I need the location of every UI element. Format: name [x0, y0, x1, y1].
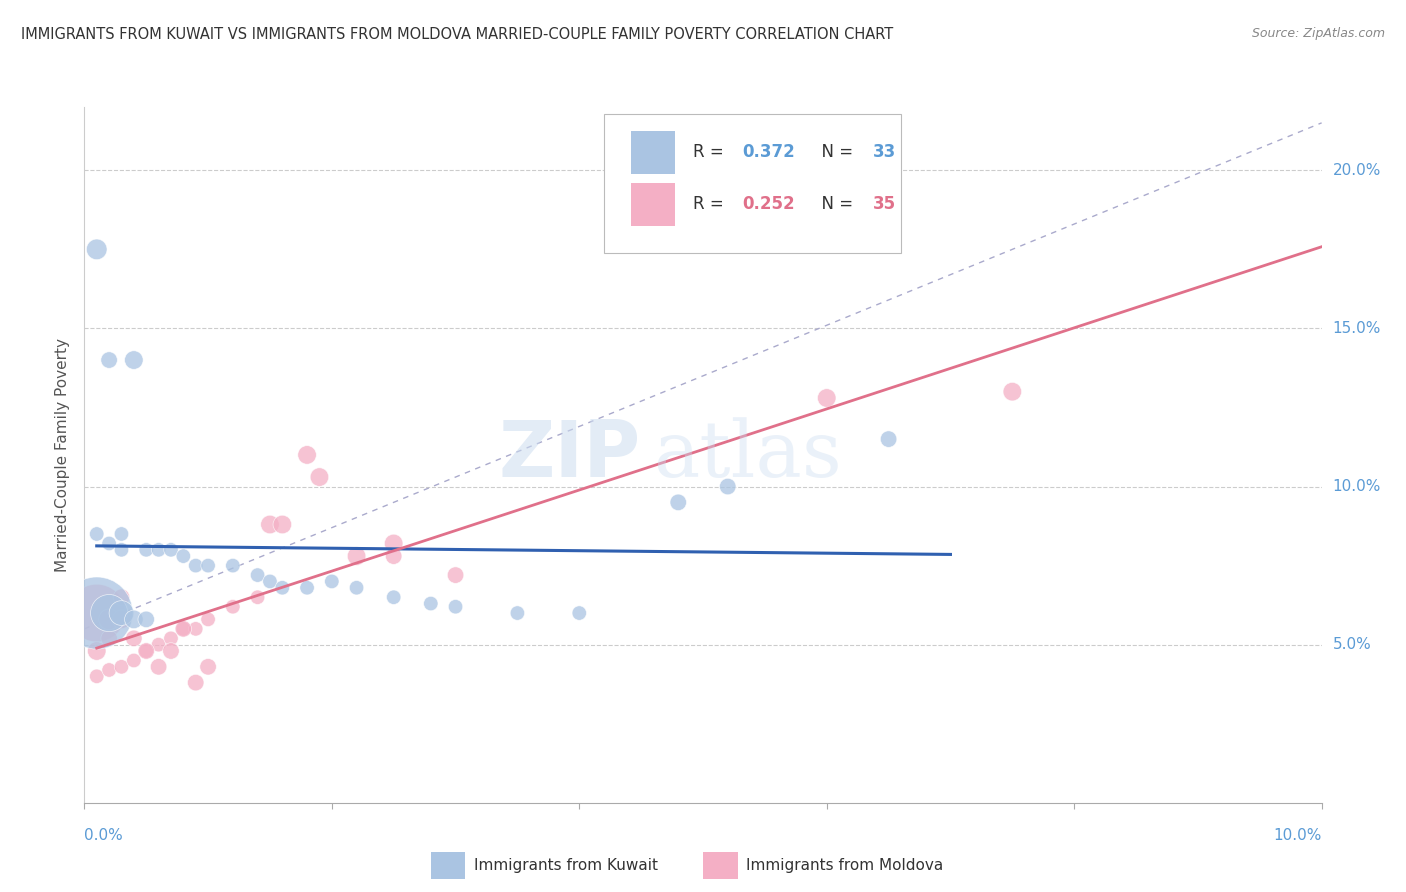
Point [172, 622, 194, 636]
Point [110, 591, 132, 605]
FancyBboxPatch shape [430, 852, 465, 880]
Point [246, 591, 269, 605]
Point [135, 612, 157, 626]
Point [110, 660, 132, 674]
Point [197, 612, 219, 626]
Text: ZIP: ZIP [499, 417, 641, 493]
FancyBboxPatch shape [631, 131, 675, 174]
Point [98, 612, 121, 626]
Text: N =: N = [811, 144, 858, 161]
Text: Immigrants from Kuwait: Immigrants from Kuwait [474, 858, 658, 873]
Point [135, 542, 157, 557]
Point [160, 632, 183, 646]
Text: atlas: atlas [654, 417, 842, 492]
Point [172, 549, 194, 563]
Text: IMMIGRANTS FROM KUWAIT VS IMMIGRANTS FROM MOLDOVA MARRIED-COUPLE FAMILY POVERTY : IMMIGRANTS FROM KUWAIT VS IMMIGRANTS FRO… [21, 27, 893, 42]
Point [506, 606, 529, 620]
Point [86, 606, 108, 620]
Text: 20.0%: 20.0% [1333, 163, 1381, 178]
Point [98, 663, 121, 677]
Point [135, 644, 157, 658]
Point [86, 606, 108, 620]
Point [295, 448, 318, 462]
Point [148, 542, 170, 557]
Point [98, 632, 121, 646]
Point [197, 558, 219, 573]
Point [271, 581, 294, 595]
Text: 5.0%: 5.0% [1333, 637, 1371, 652]
Point [444, 568, 467, 582]
Point [877, 432, 900, 446]
Text: 10.0%: 10.0% [1274, 828, 1322, 843]
Point [86, 527, 108, 541]
Point [86, 243, 108, 257]
Point [382, 536, 405, 550]
Text: 10.0%: 10.0% [1333, 479, 1381, 494]
Text: Immigrants from Moldova: Immigrants from Moldova [747, 858, 943, 873]
Point [110, 606, 132, 620]
Point [222, 558, 245, 573]
Point [419, 597, 441, 611]
FancyBboxPatch shape [605, 114, 901, 253]
Text: 0.372: 0.372 [742, 144, 796, 161]
Point [308, 470, 330, 484]
Point [717, 479, 740, 493]
Point [184, 558, 207, 573]
Point [197, 660, 219, 674]
Point [271, 517, 294, 532]
Point [148, 638, 170, 652]
Point [160, 644, 183, 658]
Point [184, 622, 207, 636]
Point [86, 644, 108, 658]
Point [148, 660, 170, 674]
Point [122, 653, 145, 667]
FancyBboxPatch shape [631, 183, 675, 226]
Text: R =: R = [693, 195, 730, 213]
Point [98, 606, 121, 620]
Point [295, 581, 318, 595]
Point [98, 536, 121, 550]
Point [110, 542, 132, 557]
Point [815, 391, 838, 405]
Y-axis label: Married-Couple Family Poverty: Married-Couple Family Poverty [55, 338, 70, 572]
Point [321, 574, 343, 589]
Point [98, 353, 121, 368]
Point [444, 599, 467, 614]
Text: 35: 35 [873, 195, 896, 213]
Point [222, 599, 245, 614]
Text: N =: N = [811, 195, 858, 213]
Point [122, 632, 145, 646]
FancyBboxPatch shape [703, 852, 738, 880]
Point [86, 669, 108, 683]
Point [259, 574, 281, 589]
Text: 0.0%: 0.0% [84, 828, 124, 843]
Point [122, 612, 145, 626]
Point [160, 542, 183, 557]
Point [110, 527, 132, 541]
Text: 0.252: 0.252 [742, 195, 796, 213]
Point [1001, 384, 1024, 399]
Point [172, 622, 194, 636]
Text: 15.0%: 15.0% [1333, 321, 1381, 336]
Point [246, 568, 269, 582]
Point [666, 495, 689, 509]
Point [122, 353, 145, 368]
Point [382, 591, 405, 605]
Text: Source: ZipAtlas.com: Source: ZipAtlas.com [1251, 27, 1385, 40]
Point [184, 675, 207, 690]
Point [346, 549, 368, 563]
Point [110, 612, 132, 626]
Point [382, 549, 405, 563]
Point [568, 606, 591, 620]
Text: 33: 33 [873, 144, 896, 161]
Point [135, 644, 157, 658]
Point [346, 581, 368, 595]
Text: R =: R = [693, 144, 730, 161]
Point [259, 517, 281, 532]
